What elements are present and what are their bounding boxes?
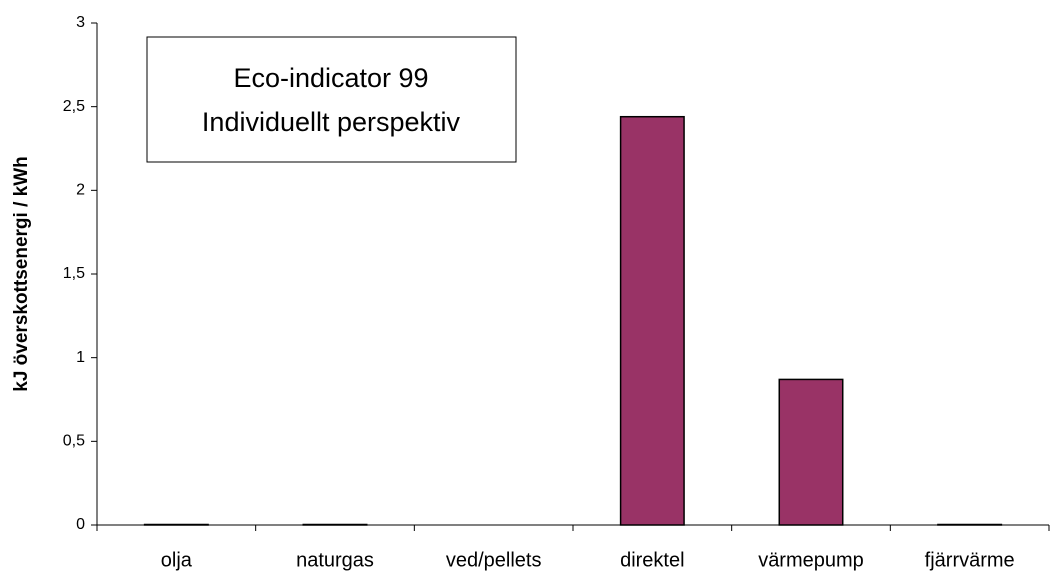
annotation-box <box>146 36 517 163</box>
y-axis-label: kJ överskottsenergi / kWh <box>11 156 32 391</box>
bar <box>778 378 844 526</box>
bar <box>619 115 685 526</box>
x-tick-label: ved/pellets <box>446 549 542 571</box>
x-tick-label: direktel <box>620 549 684 571</box>
chart-subtitle: Individuellt perspektiv <box>202 107 461 137</box>
x-tick-label: naturgas <box>296 549 374 571</box>
y-tick-label: 1 <box>76 349 85 366</box>
x-tick-label: fjärrvärme <box>925 549 1015 571</box>
x-tick-label: värmepump <box>758 549 864 571</box>
y-tick-label: 3 <box>76 14 85 31</box>
x-tick-label: olja <box>161 549 193 571</box>
y-tick-label: 1,5 <box>63 265 85 282</box>
y-tick-label: 2,5 <box>63 98 85 115</box>
y-tick-label: 2 <box>76 182 85 199</box>
y-tick-label: 0,5 <box>63 433 85 450</box>
chart-title: Eco-indicator 99 <box>233 63 428 93</box>
y-tick-label: 0 <box>76 516 85 533</box>
